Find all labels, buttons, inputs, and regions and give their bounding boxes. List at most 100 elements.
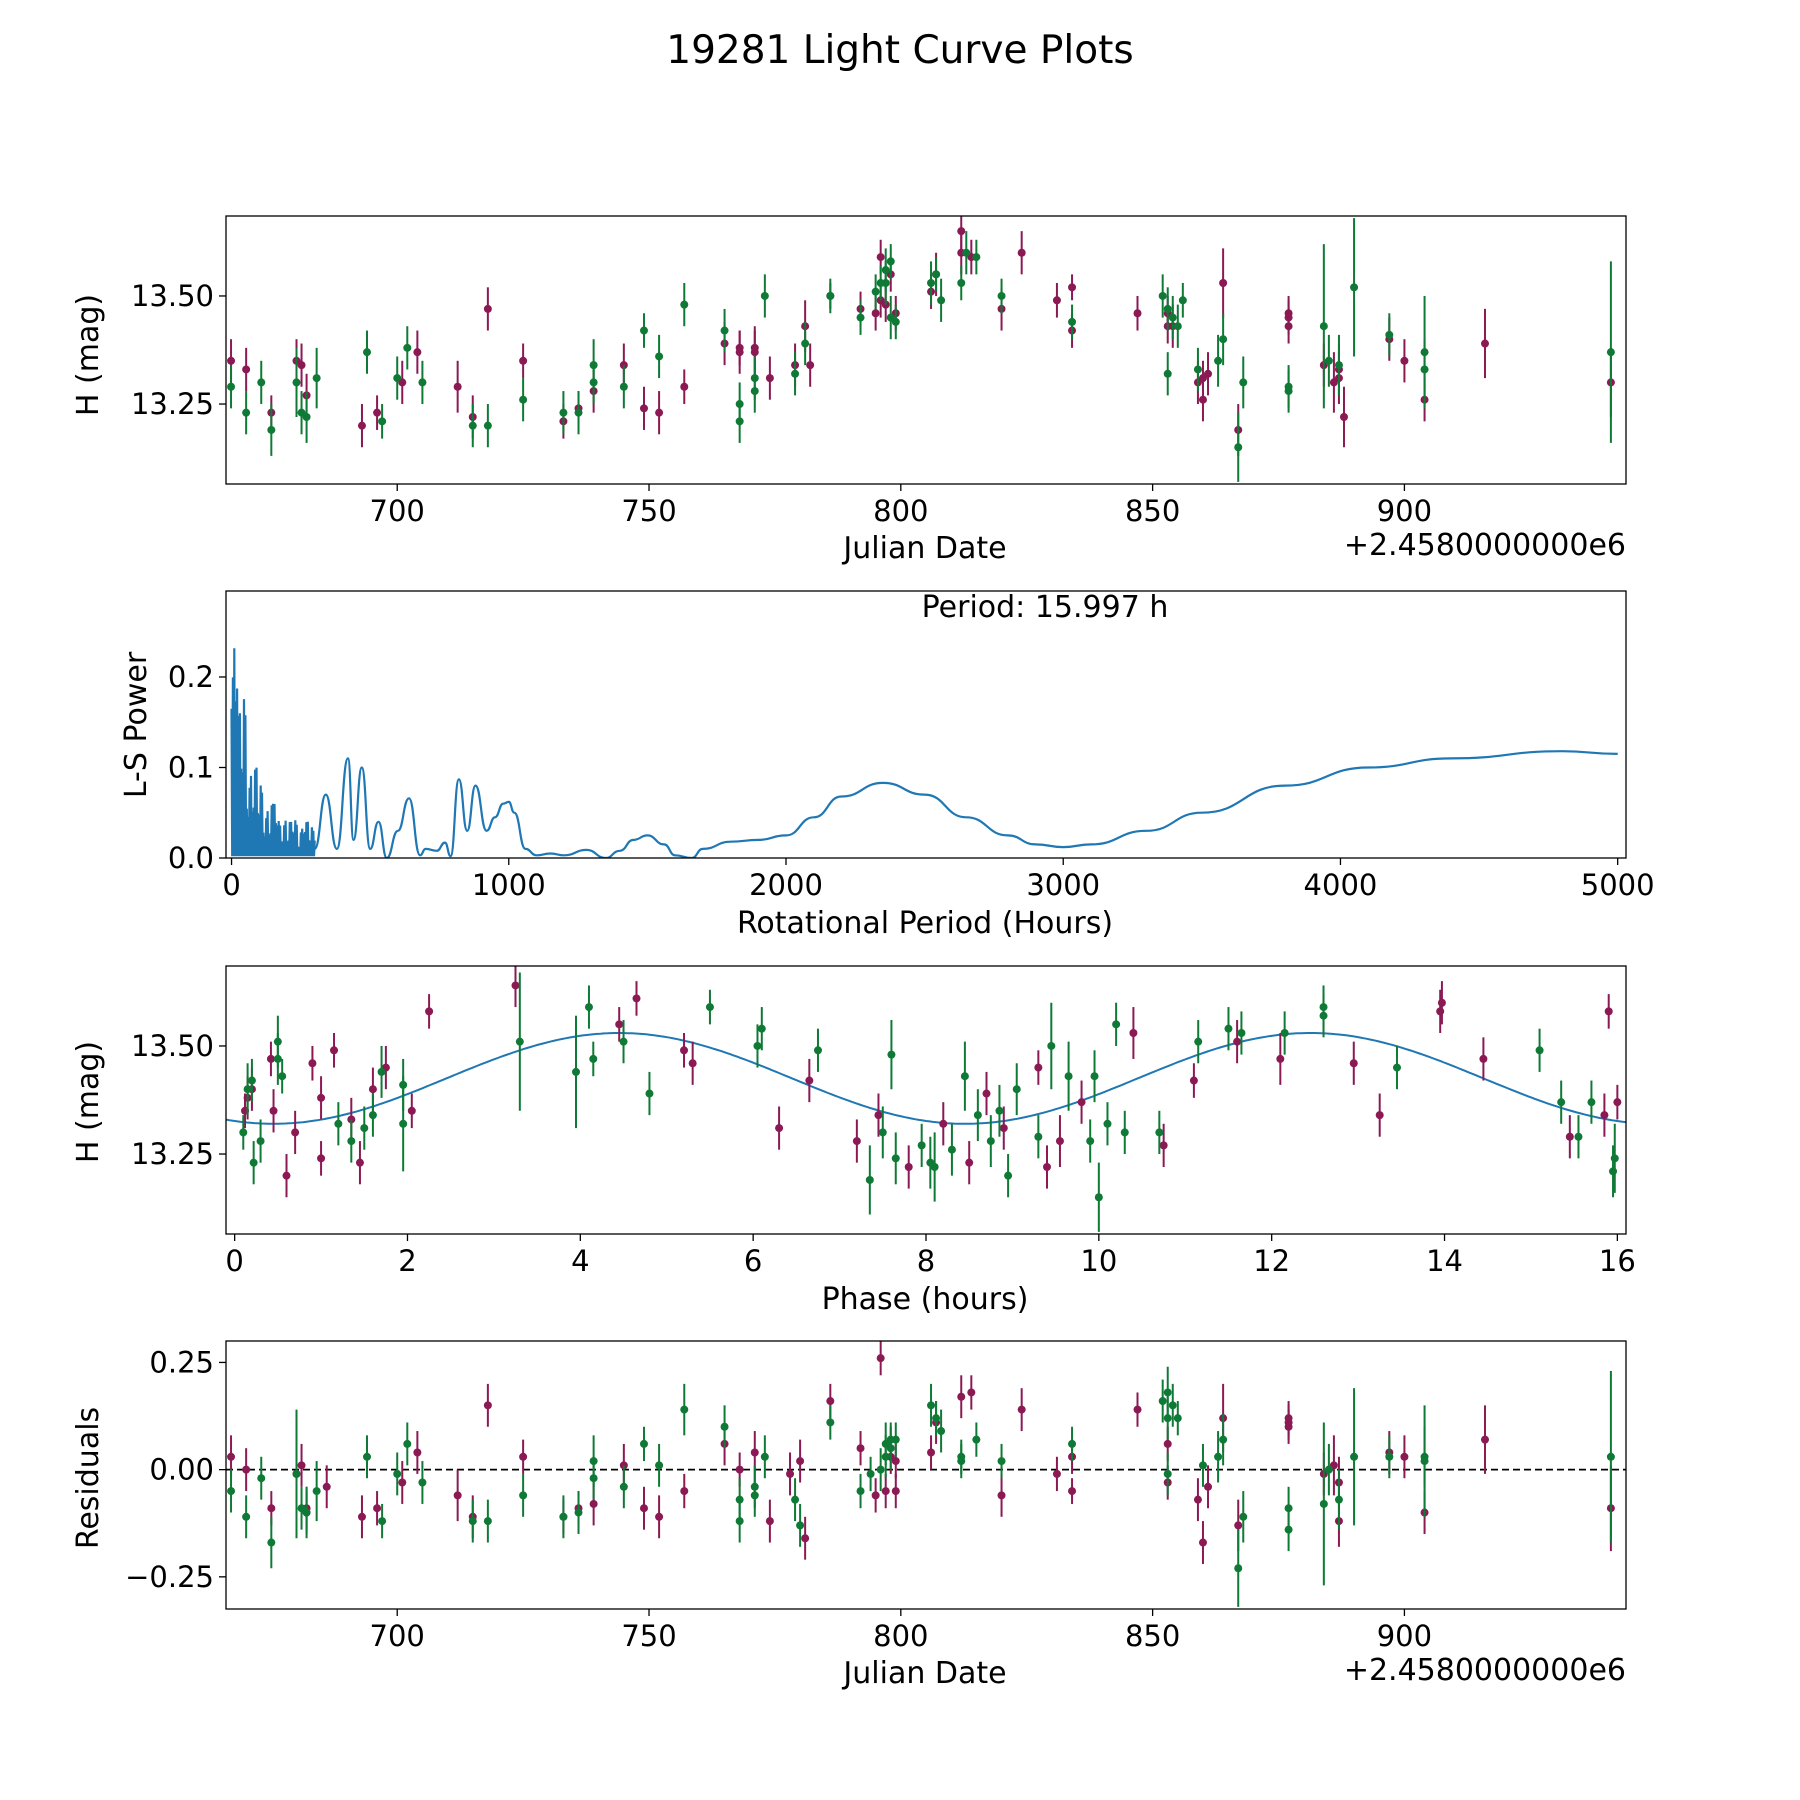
data-point (757, 1024, 766, 1033)
data-point (801, 339, 810, 348)
data-point (805, 1076, 814, 1085)
data-point (1012, 1085, 1021, 1094)
data-point (619, 382, 628, 391)
data-point (399, 1119, 408, 1128)
data-point (750, 374, 759, 383)
data-point (1324, 356, 1333, 365)
data-point (282, 1171, 291, 1180)
data-point (292, 378, 301, 387)
data-point (242, 365, 251, 374)
data-point (368, 1111, 377, 1120)
data-point (1319, 1499, 1328, 1508)
data-point (1610, 1154, 1619, 1163)
data-point (1400, 356, 1409, 365)
data-point (373, 408, 382, 417)
data-point (403, 343, 412, 352)
x-tick-label: 800 (873, 1619, 928, 1653)
data-point (425, 1007, 434, 1016)
data-point (360, 1124, 369, 1133)
data-point (1064, 1072, 1073, 1081)
residuals-offset-label: +2.4580000000e6 (1344, 1653, 1626, 1688)
data-point (1420, 365, 1429, 374)
residuals-ylabel: Residuals (71, 1407, 106, 1549)
data-point (1350, 283, 1359, 292)
data-point (357, 421, 366, 430)
data-point (483, 421, 492, 430)
data-point (1392, 1063, 1401, 1072)
data-point (796, 1457, 805, 1466)
phased-ylabel: H (mag) (71, 1041, 106, 1163)
data-point (511, 981, 520, 990)
data-point (856, 1487, 865, 1496)
periodogram-xlabel: Rotational Period (Hours) (737, 906, 1113, 941)
data-point (559, 1512, 568, 1521)
data-point (876, 1354, 885, 1363)
data-point (881, 1487, 890, 1496)
lightcurve-axes-frame (225, 215, 1627, 485)
data-point (957, 279, 966, 287)
data-point (997, 1457, 1006, 1466)
data-point (750, 343, 759, 352)
data-point (1155, 1128, 1164, 1137)
data-point (297, 361, 306, 370)
x-tick-label: 0 (222, 868, 240, 902)
y-tick-label: 0.1 (168, 750, 214, 784)
y-tick-label: 0.25 (149, 1345, 214, 1379)
data-point (791, 1495, 800, 1504)
x-tick-label: 2 (398, 1244, 416, 1278)
data-point (247, 1076, 256, 1085)
data-point (1280, 1029, 1289, 1037)
data-point (750, 1491, 759, 1500)
data-point (399, 1080, 408, 1089)
data-point (865, 1175, 874, 1184)
x-tick-label: 0 (225, 1244, 243, 1278)
data-point (632, 994, 641, 1003)
data-point (1204, 369, 1213, 378)
data-point (330, 1046, 339, 1055)
data-point (1052, 296, 1061, 305)
residuals-panel: Residuals Julian Date +2.4580000000e6 70… (71, 1340, 1627, 1691)
data-point (615, 1020, 624, 1029)
data-point (871, 309, 880, 318)
data-point (398, 1478, 407, 1487)
data-point (1086, 1137, 1095, 1146)
data-point (559, 408, 568, 417)
data-point (317, 1154, 326, 1163)
model-fit-curve (226, 1032, 1626, 1125)
data-point (995, 1106, 1004, 1115)
data-point (378, 417, 387, 426)
residuals-axes-frame (225, 1340, 1627, 1610)
data-point (1198, 1461, 1207, 1470)
data-point (871, 287, 880, 296)
data-point (1420, 1452, 1429, 1461)
data-point (1163, 1439, 1172, 1448)
data-point (378, 1517, 387, 1526)
lightcurve-plot-area (227, 216, 1615, 482)
data-point (239, 1128, 248, 1137)
x-tick-label: 14 (1426, 1244, 1463, 1278)
data-point (856, 313, 865, 322)
data-point (249, 1158, 258, 1167)
data-point (1480, 339, 1489, 348)
lightcurve-xlabel: Julian Date (841, 531, 1006, 566)
data-point (1112, 1020, 1121, 1029)
data-point (680, 1046, 689, 1055)
y-tick-label: 0.0 (168, 841, 214, 875)
data-point (680, 382, 689, 391)
data-point (871, 1491, 880, 1500)
data-point (368, 1085, 377, 1094)
data-point (1198, 1538, 1207, 1547)
data-point (891, 1487, 900, 1496)
data-point (720, 1422, 729, 1431)
data-point (639, 1439, 648, 1448)
data-point (453, 382, 462, 391)
data-point (413, 1448, 422, 1457)
data-point (483, 1401, 492, 1410)
data-point (347, 1137, 356, 1146)
residuals-xlabel: Julian Date (841, 1656, 1006, 1691)
x-tick-label: 4 (571, 1244, 589, 1278)
data-point (750, 1448, 759, 1457)
data-point (377, 1067, 386, 1076)
